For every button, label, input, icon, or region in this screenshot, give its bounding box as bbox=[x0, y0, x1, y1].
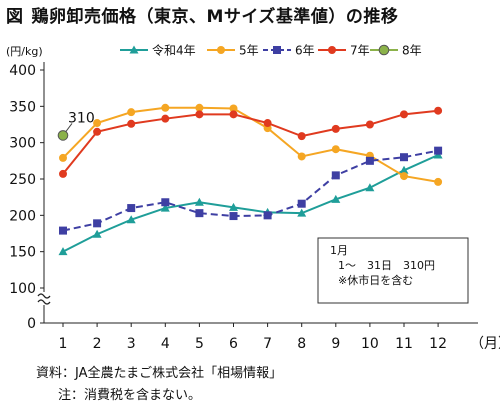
legend-marker bbox=[328, 46, 336, 54]
source-line: 資料：JA全農たまご株式会社「相場情報」 bbox=[36, 366, 283, 381]
data-point-s4 bbox=[434, 106, 443, 115]
series-line-3 bbox=[62, 149, 439, 232]
chart-title: 図鶏卵卸売価格（東京、Mサイズ基準値）の推移 bbox=[6, 2, 398, 27]
y-tick-label: 100 bbox=[9, 281, 36, 297]
data-point-s4 bbox=[263, 119, 272, 128]
x-tick-label: 4 bbox=[161, 336, 170, 352]
data-point-s2 bbox=[297, 152, 306, 161]
note-line: 1月 bbox=[330, 244, 348, 257]
data-point-s1 bbox=[365, 183, 375, 192]
series-line-1 bbox=[62, 154, 439, 253]
legend-marker bbox=[378, 44, 390, 56]
title-text: 鶏卵卸売価格（東京、Mサイズ基準値）の推移 bbox=[31, 7, 399, 27]
legend-label: 令和4年 bbox=[152, 43, 196, 58]
x-tick-label: 10 bbox=[361, 336, 379, 352]
annotation-leader bbox=[65, 123, 73, 132]
data-point-s4 bbox=[400, 110, 408, 119]
y-tick-label: 200 bbox=[9, 208, 36, 224]
data-point-s3 bbox=[331, 171, 340, 180]
data-point-s1 bbox=[194, 197, 204, 206]
data-point-s3 bbox=[229, 212, 238, 221]
data-point-s4 bbox=[331, 124, 340, 133]
annotation-label: 310 bbox=[68, 110, 95, 126]
data-point-s2 bbox=[127, 108, 136, 117]
note-line: 注：消費税を含まない。 bbox=[58, 388, 202, 403]
x-tick-label: 8 bbox=[297, 336, 306, 352]
data-point-s1 bbox=[229, 202, 238, 211]
data-point-s4 bbox=[161, 114, 170, 123]
data-point-s4 bbox=[229, 110, 238, 119]
data-point-s2 bbox=[195, 103, 204, 112]
legend-marker bbox=[273, 46, 281, 54]
data-point-s1 bbox=[58, 247, 68, 256]
data-point-s2 bbox=[229, 104, 238, 113]
y-tick-label: 250 bbox=[9, 172, 36, 188]
legend-label: 7年 bbox=[350, 44, 370, 58]
y-tick-label: 400 bbox=[9, 63, 36, 79]
data-point-s1 bbox=[126, 215, 136, 224]
data-point-s4 bbox=[59, 169, 67, 178]
legend-marker bbox=[217, 46, 225, 54]
note-box bbox=[317, 237, 469, 304]
data-point-s4 bbox=[297, 132, 306, 141]
x-tick-label: 9 bbox=[331, 336, 340, 352]
data-point-s2 bbox=[331, 145, 340, 154]
data-point-s3 bbox=[127, 204, 136, 213]
data-point-s5 bbox=[57, 130, 69, 141]
series-line-4 bbox=[62, 109, 439, 175]
axis-break-icon bbox=[37, 293, 51, 305]
data-point-s2 bbox=[161, 103, 170, 112]
data-point-s3 bbox=[161, 198, 170, 207]
x-tick-label: 1 bbox=[59, 336, 68, 352]
note-line: 1～ 31日 310円 bbox=[338, 259, 435, 272]
data-point-s2 bbox=[400, 172, 408, 181]
data-point-s3 bbox=[263, 211, 272, 220]
x-tick-label: 5 bbox=[195, 336, 204, 352]
data-point-s1 bbox=[331, 194, 341, 203]
x-tick-label: 11 bbox=[395, 336, 413, 352]
data-point-s2 bbox=[59, 153, 67, 162]
x-tick-label: 12 bbox=[429, 336, 447, 352]
y-tick-label: 0 bbox=[27, 316, 36, 332]
data-point-s4 bbox=[365, 120, 374, 129]
legend-marker bbox=[129, 45, 139, 54]
data-point-s3 bbox=[93, 219, 102, 228]
figure-label: 図 bbox=[6, 7, 24, 27]
data-point-s4 bbox=[93, 127, 102, 136]
data-point-s2 bbox=[434, 177, 443, 186]
data-point-s3 bbox=[297, 199, 306, 208]
y-tick-label: 300 bbox=[9, 136, 36, 152]
x-tick-label: 6 bbox=[229, 336, 238, 352]
data-point-s1 bbox=[399, 165, 409, 174]
y-unit-label: (円/kg) bbox=[6, 45, 43, 58]
data-point-s3 bbox=[59, 226, 67, 235]
legend-label: 5年 bbox=[239, 44, 259, 58]
x-unit-label: （月） bbox=[470, 336, 500, 352]
data-point-s3 bbox=[195, 209, 204, 218]
data-point-s4 bbox=[195, 110, 204, 119]
note-line: ※休市日を含む bbox=[338, 273, 413, 287]
x-tick-label: 7 bbox=[263, 336, 272, 352]
y-tick-label: 350 bbox=[9, 99, 36, 115]
data-point-s3 bbox=[365, 156, 374, 165]
data-point-s1 bbox=[160, 203, 170, 212]
x-tick-label: 2 bbox=[93, 336, 102, 352]
x-tick-label: 3 bbox=[127, 336, 136, 352]
y-tick-label: 150 bbox=[9, 245, 36, 261]
legend-label: 6年 bbox=[295, 44, 315, 58]
legend-label: 8年 bbox=[402, 44, 422, 58]
data-point-s1 bbox=[297, 208, 307, 217]
data-point-s4 bbox=[127, 119, 136, 128]
data-point-s3 bbox=[434, 146, 443, 155]
data-point-s1 bbox=[92, 229, 102, 238]
data-point-s2 bbox=[93, 119, 102, 128]
data-point-s3 bbox=[400, 153, 408, 162]
